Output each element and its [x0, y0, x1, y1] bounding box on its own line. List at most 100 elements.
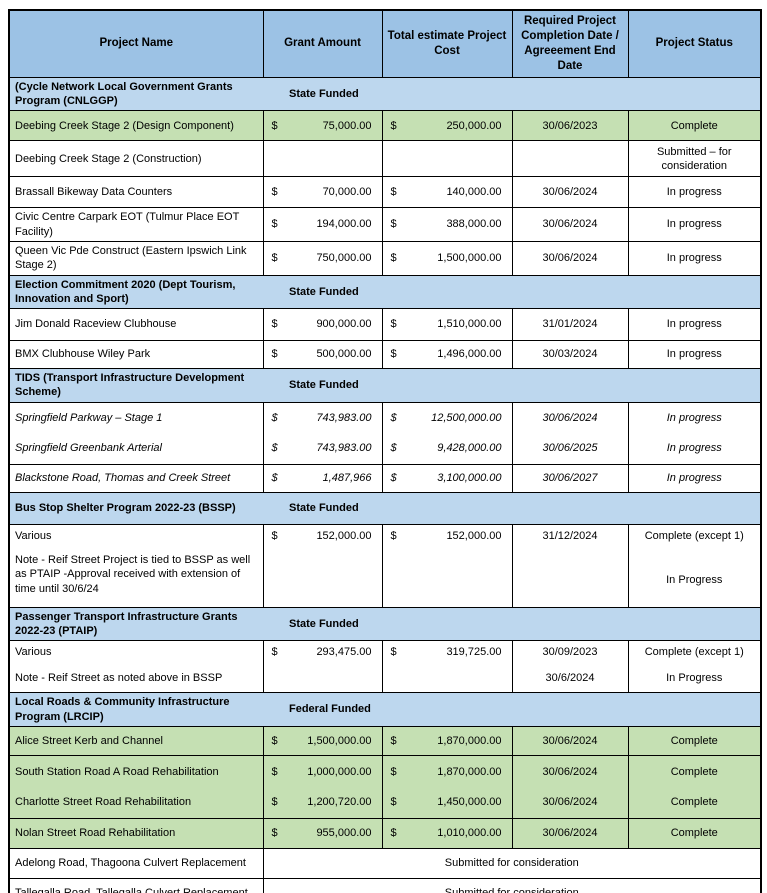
- currency-symbol: $: [390, 442, 397, 455]
- currency-symbol: $: [271, 646, 278, 659]
- cell-project-name: Jim Donald Raceview Clubhouse: [8, 308, 264, 342]
- cell-completion-date: 30/06/2024: [511, 176, 629, 209]
- currency-symbol: $: [271, 119, 278, 132]
- currency-symbol: $: [271, 472, 278, 485]
- amount-value: 319,725.00: [446, 646, 502, 659]
- amount-value: 70,000.00: [322, 186, 372, 199]
- section-name: TIDS (Transport Infrastructure Developme…: [8, 368, 263, 403]
- section-row-cnlggp: (Cycle Network Local Government Grants P…: [8, 76, 762, 112]
- currency-symbol: $: [271, 765, 278, 778]
- currency-symbol: $: [271, 186, 278, 199]
- cell-grant-amount: [262, 140, 383, 178]
- cell-completion-date: 30/09/2023 30/6/2024: [511, 640, 629, 694]
- cell-grant-amount: $750,000.00: [262, 240, 383, 276]
- cell-project-status: Complete: [627, 110, 762, 142]
- header-row: Project Name Grant Amount Total estimate…: [8, 9, 762, 78]
- section-funding-label: Federal Funded: [263, 692, 762, 727]
- currency-symbol: $: [390, 252, 397, 265]
- date-line: 30/06/2024: [542, 796, 598, 808]
- cell-completion-date: 30/06/2024: [511, 207, 629, 242]
- currency-symbol: $: [390, 529, 397, 542]
- cell-total-cost: $1,496,000.00: [381, 340, 513, 370]
- currency-symbol: $: [271, 412, 278, 425]
- cell-submitted-status: Submitted for consideration: [262, 877, 762, 893]
- amount-value: 1,870,000.00: [437, 765, 502, 778]
- project-row-ptaip-various: Various Note - Reif Street as noted abov…: [8, 640, 762, 694]
- amount-value: 900,000.00: [316, 318, 372, 331]
- project-note: Note - Reif Street Project is tied to BS…: [15, 554, 251, 595]
- cell-total-cost: [381, 140, 513, 178]
- cell-project-name: Alice Street Kerb and Channel: [8, 725, 264, 756]
- currency-symbol: $: [271, 252, 278, 265]
- section-funding-label: State Funded: [263, 368, 762, 403]
- project-name-line: Various: [15, 646, 52, 659]
- currency-symbol: $: [390, 472, 397, 485]
- project-row-adelong: Adelong Road, Thagoona Culvert Replaceme…: [8, 847, 762, 879]
- col-header-grant-amount: Grant Amount: [262, 9, 383, 78]
- cell-project-name: Tallegalla Road, Tallegalla Culvert Repl…: [8, 877, 264, 893]
- cell-project-status: Complete (except 1) In Progress: [627, 523, 762, 608]
- date-line: 30/06/2024: [542, 765, 598, 778]
- cell-total-cost: $12,500,000.00 $9,428,000.00: [381, 401, 513, 465]
- currency-symbol: $: [390, 218, 397, 231]
- currency-symbol: $: [271, 734, 278, 747]
- cell-total-cost: $140,000.00: [381, 176, 513, 209]
- cell-completion-date: 30/06/2024: [511, 725, 629, 756]
- project-name-line: Various: [15, 529, 52, 542]
- cell-project-name: Springfield Parkway – Stage 1 Springfiel…: [8, 401, 264, 465]
- cell-grant-amount: $152,000.00: [262, 523, 383, 608]
- status-line: In progress: [666, 442, 722, 455]
- currency-symbol: $: [390, 646, 397, 659]
- cell-completion-date: 30/06/2024: [511, 817, 629, 849]
- currency-symbol: $: [271, 442, 278, 455]
- amount-value: 1,510,000.00: [437, 318, 502, 331]
- project-row-brassall: Brassall Bikeway Data Counters $70,000.0…: [8, 176, 762, 209]
- currency-symbol: $: [271, 796, 278, 808]
- status-line: Complete: [670, 765, 718, 778]
- amount-value: 1,010,000.00: [437, 827, 502, 840]
- section-name: Local Roads & Community Infrastructure P…: [8, 692, 263, 727]
- section-name: (Cycle Network Local Government Grants P…: [8, 76, 263, 112]
- section-name: Election Commitment 2020 (Dept Tourism, …: [8, 274, 263, 310]
- grants-projects-table: Project Name Grant Amount Total estimate…: [8, 9, 762, 893]
- amount-value: 743,983.00: [316, 412, 372, 425]
- section-row-lrcip: Local Roads & Community Infrastructure P…: [8, 692, 762, 727]
- col-header-completion-date: Required Project Completion Date / Agree…: [511, 9, 629, 78]
- amount-value: 293,475.00: [316, 646, 372, 659]
- amount-value: 1,487,966: [322, 472, 372, 485]
- cell-completion-date: [511, 140, 629, 178]
- cell-grant-amount: $900,000.00: [262, 308, 383, 342]
- section-name: Bus Stop Shelter Program 2022-23 (BSSP): [8, 491, 263, 525]
- currency-symbol: $: [271, 529, 278, 542]
- cell-grant-amount: $70,000.00: [262, 176, 383, 209]
- project-row-bssp-various: Various Note - Reif Street Project is ti…: [8, 523, 762, 608]
- cell-total-cost: $1,500,000.00: [381, 240, 513, 276]
- cell-grant-amount: $194,000.00: [262, 207, 383, 242]
- cell-project-status: Complete: [627, 725, 762, 756]
- amount-value: 1,496,000.00: [437, 348, 502, 361]
- amount-value: 1,200,720.00: [307, 796, 372, 808]
- cell-total-cost: $3,100,000.00: [381, 463, 513, 493]
- currency-symbol: $: [390, 186, 397, 199]
- amount-value: 3,100,000.00: [437, 472, 502, 485]
- project-row-jim-donald: Jim Donald Raceview Clubhouse $900,000.0…: [8, 308, 762, 342]
- cell-completion-date: 31/12/2024: [511, 523, 629, 608]
- cell-project-status: Complete: [627, 817, 762, 849]
- amount-value: 955,000.00: [316, 827, 372, 840]
- currency-symbol: $: [390, 765, 397, 778]
- cell-total-cost: $1,510,000.00: [381, 308, 513, 342]
- amount-value: 1,000,000.00: [307, 765, 372, 778]
- cell-total-cost: $250,000.00: [381, 110, 513, 142]
- currency-symbol: $: [390, 348, 397, 361]
- status-line: In progress: [666, 412, 722, 425]
- amount-value: 9,428,000.00: [437, 442, 502, 455]
- amount-value: 1,500,000.00: [307, 734, 372, 747]
- status-line: Complete (except 1): [644, 646, 744, 659]
- cell-grant-amount: $743,983.00 $743,983.00: [262, 401, 383, 465]
- amount-value: 1,870,000.00: [437, 734, 502, 747]
- amount-value: 743,983.00: [316, 442, 372, 455]
- cell-completion-date: 30/06/2027: [511, 463, 629, 493]
- date-line: 30/06/2025: [542, 442, 598, 455]
- project-row-civic-centre: Civic Centre Carpark EOT (Tulmur Place E…: [8, 207, 762, 242]
